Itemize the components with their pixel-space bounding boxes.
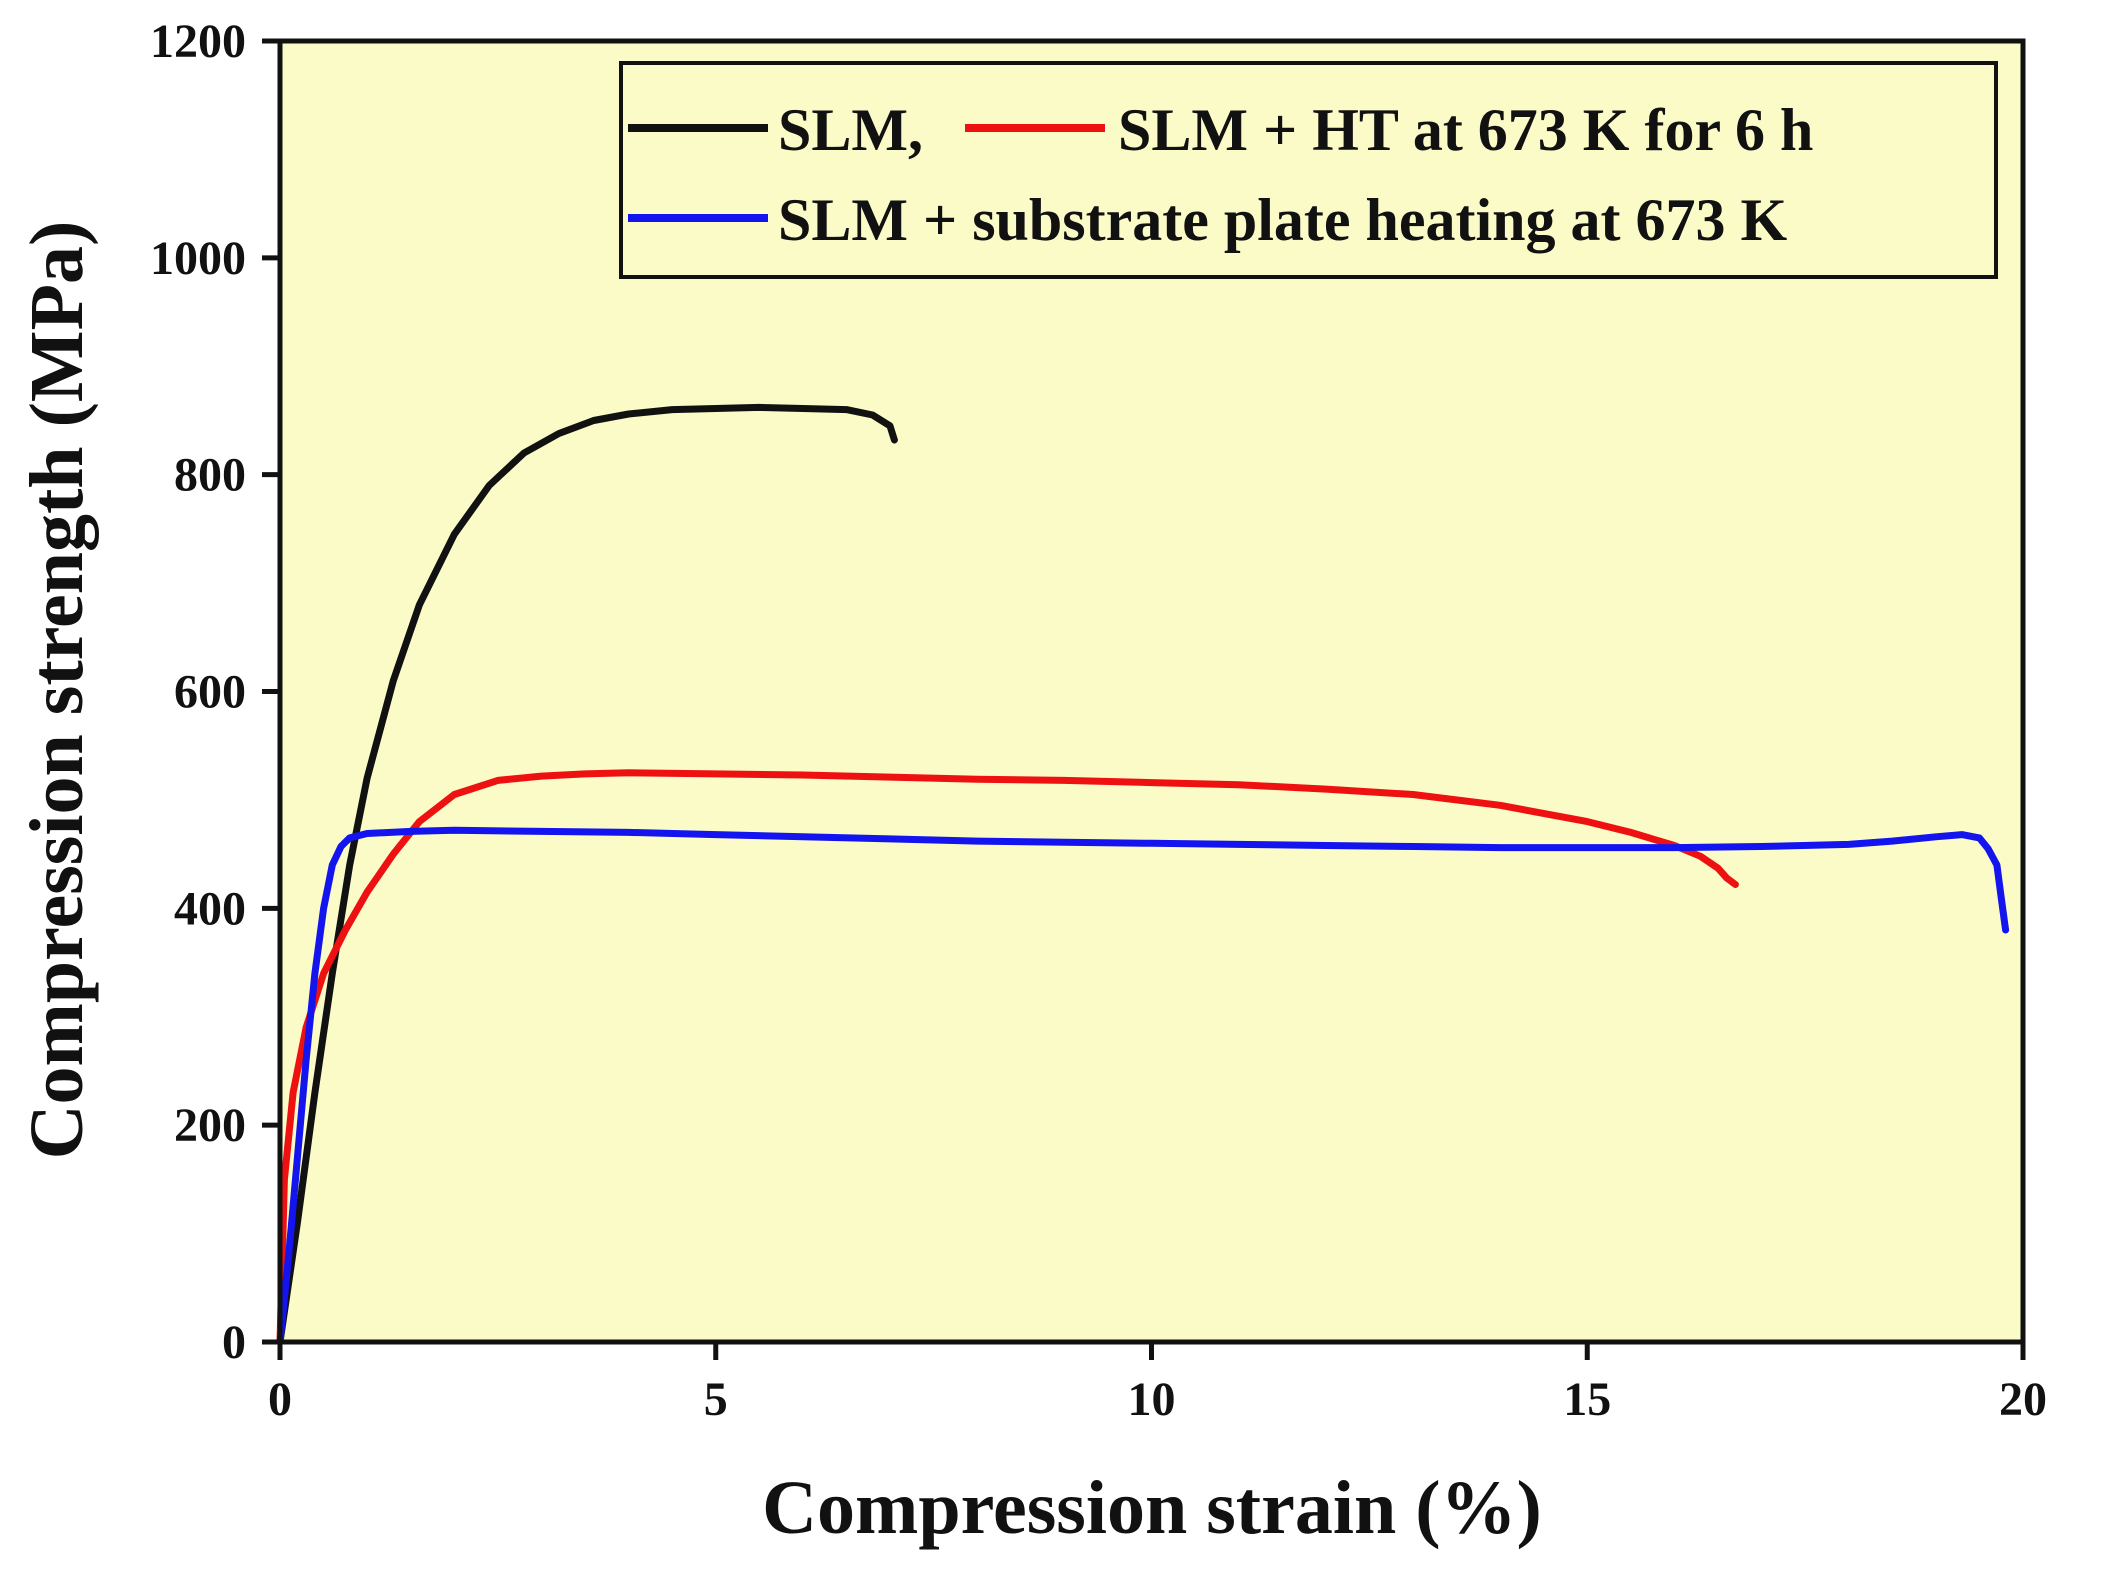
legend-box: [619, 61, 1998, 279]
legend-label-slm: SLM,: [778, 97, 923, 163]
y-axis-title: Compression strength (MPa): [15, 221, 99, 1160]
y-tick-label: 200: [174, 1099, 246, 1152]
x-tick-label: 20: [1999, 1373, 2047, 1426]
x-tick-label: 0: [268, 1373, 292, 1426]
x-tick-label: 5: [704, 1373, 728, 1426]
y-tick-label: 800: [174, 449, 246, 502]
series-group: [276, 403, 2010, 1346]
plot-frame: [277, 38, 2026, 1345]
series-line-0: [276, 403, 898, 1346]
legend-label-substrate: SLM + substrate plate heating at 673 K: [778, 187, 1788, 253]
plot-area: [277, 38, 2026, 1345]
y-tick-label: 1000: [150, 232, 246, 285]
y-tick-label: 1200: [150, 15, 246, 68]
x-tick-label: 10: [1128, 1373, 1176, 1426]
x-tick-label: 15: [1563, 1373, 1611, 1426]
y-tick-label: 0: [222, 1316, 246, 1369]
series-line-2: [276, 826, 2010, 1346]
y-tick-label: 600: [174, 666, 246, 719]
x-axis-title: Compression strain (%): [762, 1466, 1542, 1550]
legend: SLM, SLM + HT at 673 K for 6 h SLM + sub…: [619, 61, 1998, 279]
y-tick-label: 400: [174, 882, 246, 935]
legend-label-ht: SLM + HT at 673 K for 6 h: [1118, 97, 1813, 163]
series-line-1: [276, 769, 1739, 1346]
